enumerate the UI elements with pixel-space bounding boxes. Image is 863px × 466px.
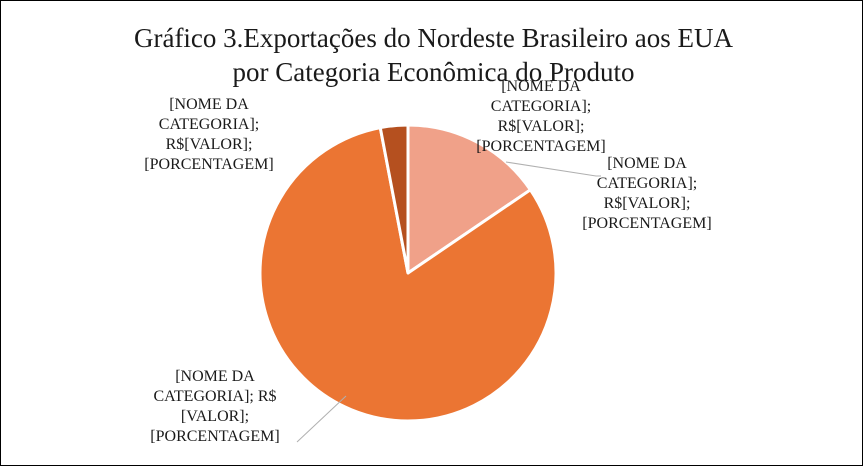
pie-slice-1 [406, 123, 532, 275]
leader-line-slice-2 [296, 395, 347, 443]
data-label-slice-3: [NOME DA CATEGORIA]; R$[VALOR]; [PORCENT… [144, 96, 274, 173]
data-label-slice-1: [NOME DA CATEGORIA]; R$[VALOR]; [PORCENT… [476, 78, 606, 155]
leader-line-slice-1 [505, 161, 601, 177]
data-label-slice-2: [NOME DA CATEGORIA]; R$ [VALOR]; [PORCEN… [150, 368, 280, 445]
chart-title: Gráfico 3.Exportações do Nordeste Brasil… [61, 21, 806, 89]
pie-slice-3 [378, 123, 410, 275]
chart-title-line-2: por Categoria Econômica do Produto [232, 57, 635, 87]
chart-title-line-1: Gráfico 3.Exportações do Nordeste Brasil… [133, 23, 734, 53]
data-label-slice-1-leader: [NOME DA CATEGORIA]; R$[VALOR]; [PORCENT… [582, 155, 712, 232]
